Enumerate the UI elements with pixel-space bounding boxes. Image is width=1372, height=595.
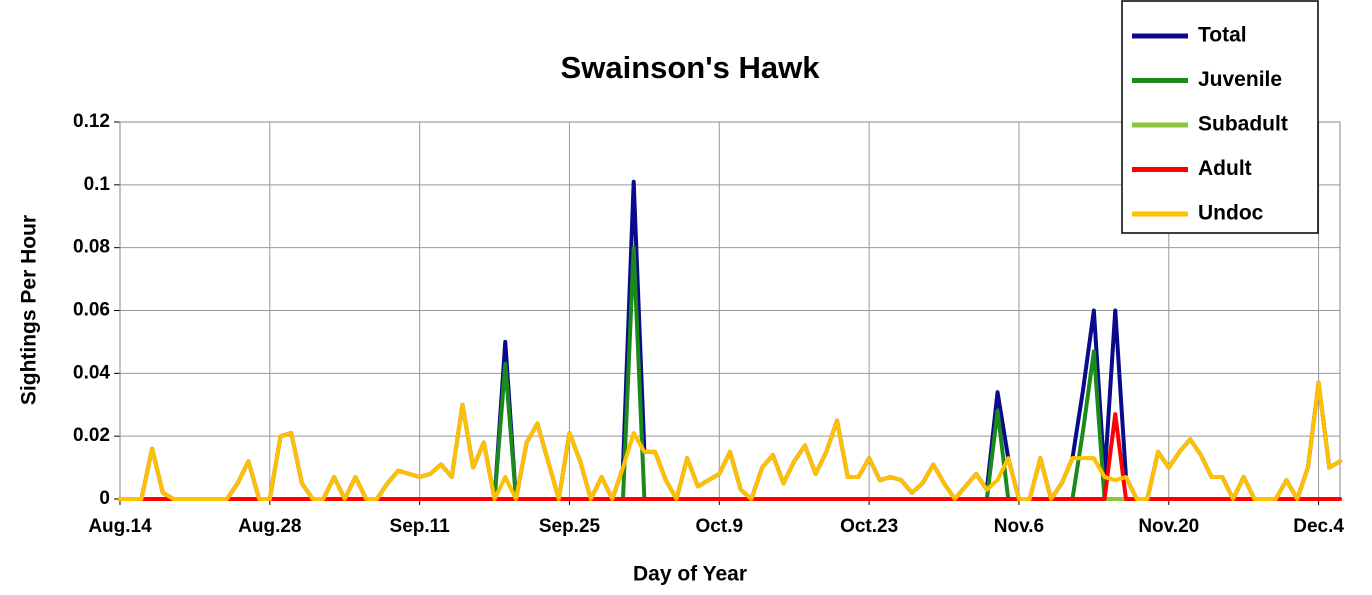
series-line — [118, 380, 1342, 501]
legend-label: Total — [1198, 24, 1247, 47]
y-tick-label: 0.06 — [73, 300, 110, 321]
y-tick-label: 0.12 — [73, 111, 110, 132]
x-tick-label: Aug.14 — [88, 516, 152, 537]
y-tick-label: 0.02 — [73, 425, 110, 446]
legend-label: Undoc — [1198, 202, 1264, 225]
x-tick-label: Sep.11 — [390, 516, 451, 537]
legend-box — [1121, 0, 1319, 234]
legend: Total Juvenile Subadult Adult Undoc — [1121, 0, 1319, 234]
x-tick-label: Nov.20 — [1138, 516, 1199, 537]
x-tick-label: Dec.4 — [1293, 516, 1344, 537]
y-tick-label: 0.1 — [84, 174, 111, 195]
x-tick-label: Sep.25 — [539, 516, 601, 537]
x-tick-label: Oct.9 — [696, 516, 744, 537]
legend-label: Subadult — [1198, 113, 1288, 136]
legend-label: Adult — [1198, 157, 1252, 180]
x-tick-label: Nov.6 — [994, 516, 1044, 537]
y-tick-label: 0.04 — [73, 362, 110, 383]
x-tick-label: Aug.28 — [238, 516, 301, 537]
y-axis-label: Sightings Per Hour — [18, 215, 41, 405]
legend-label: Juvenile — [1198, 68, 1282, 91]
x-tick-label: Oct.23 — [840, 516, 898, 537]
chart-title: Swainson's Hawk — [561, 50, 821, 85]
x-axis-label: Day of Year — [633, 563, 747, 586]
y-tick-label: 0 — [99, 488, 110, 509]
y-tick-label: 0.08 — [73, 237, 110, 258]
